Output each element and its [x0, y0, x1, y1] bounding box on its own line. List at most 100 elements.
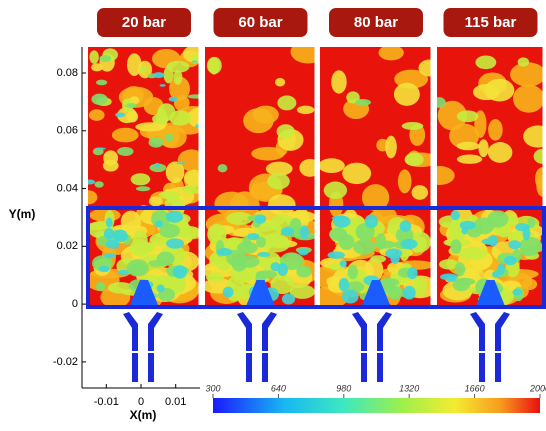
- panel: [205, 47, 316, 305]
- blob: [135, 122, 166, 132]
- blob: [117, 146, 134, 157]
- blob: [352, 239, 376, 255]
- blob: [446, 276, 456, 283]
- blob: [450, 239, 462, 254]
- blob: [152, 72, 165, 79]
- blob: [439, 259, 459, 270]
- blob: [519, 237, 542, 255]
- blob: [135, 242, 156, 253]
- blob: [437, 166, 455, 186]
- blob: [267, 173, 290, 190]
- blob: [184, 169, 200, 187]
- blob: [164, 133, 174, 142]
- colorbar: [213, 398, 540, 413]
- colorbar-tick-label: 2000: [529, 383, 546, 393]
- blob: [94, 181, 104, 188]
- blob: [393, 82, 420, 106]
- blob: [289, 284, 316, 299]
- blob: [361, 184, 390, 212]
- blob: [342, 289, 359, 304]
- jet: [362, 280, 390, 305]
- blob: [347, 264, 359, 280]
- blob: [192, 60, 198, 63]
- blob: [533, 148, 544, 164]
- blob: [459, 220, 476, 230]
- blob: [168, 76, 190, 101]
- blob: [88, 109, 105, 121]
- blob: [166, 238, 185, 249]
- y-tick-label: 0.08: [57, 67, 78, 79]
- blob: [510, 62, 544, 87]
- blob: [418, 59, 432, 77]
- panel: [320, 47, 432, 305]
- y-tick-label: 0.04: [57, 182, 78, 194]
- blob: [95, 147, 106, 150]
- y-axis-label: Y(m): [9, 207, 36, 221]
- blob: [387, 286, 404, 300]
- blob: [95, 79, 108, 86]
- blob: [105, 239, 120, 249]
- blob: [103, 253, 116, 259]
- blob: [535, 167, 544, 191]
- blob: [165, 161, 185, 184]
- blob: [154, 162, 160, 169]
- blob: [148, 196, 163, 207]
- jet: [246, 280, 275, 305]
- blob: [177, 149, 200, 171]
- blob: [458, 247, 488, 261]
- blob: [195, 124, 200, 129]
- x-tick-label: 0.01: [165, 396, 186, 408]
- blob: [262, 235, 291, 253]
- blob: [401, 122, 424, 130]
- blob: [257, 251, 271, 257]
- blob: [173, 70, 183, 85]
- blob: [327, 251, 345, 259]
- panel-header-label: 80 bar: [354, 14, 398, 31]
- blob: [456, 154, 483, 164]
- blob: [296, 265, 312, 278]
- blob: [331, 70, 347, 94]
- blob: [497, 228, 511, 238]
- blob: [154, 275, 171, 286]
- blob: [331, 215, 349, 221]
- blob: [222, 286, 234, 298]
- blob: [404, 152, 424, 167]
- blob: [461, 226, 468, 235]
- blob: [166, 210, 184, 223]
- injector: [123, 312, 163, 382]
- panel-header-label: 115 bar: [465, 14, 517, 31]
- blob: [217, 164, 228, 173]
- blob: [450, 210, 460, 221]
- blob: [270, 262, 281, 272]
- blob: [207, 223, 227, 245]
- x-tick-label: 0: [138, 396, 144, 408]
- blob: [437, 100, 467, 131]
- colorbar-tick-label: 1660: [465, 383, 485, 393]
- blob: [497, 263, 505, 275]
- blob: [411, 185, 429, 200]
- blob: [88, 190, 98, 205]
- blob: [475, 55, 497, 70]
- blob: [517, 57, 530, 67]
- highlight-box: [86, 206, 546, 309]
- blob: [355, 98, 371, 106]
- blob: [371, 206, 397, 224]
- blob: [281, 293, 296, 305]
- blob: [523, 125, 544, 148]
- blob: [290, 47, 316, 64]
- blob: [243, 108, 274, 134]
- blob: [115, 112, 126, 118]
- blob: [117, 107, 137, 124]
- blob: [512, 84, 544, 113]
- blob: [298, 248, 309, 256]
- blob: [484, 78, 515, 102]
- blob: [111, 127, 139, 143]
- blob: [236, 241, 258, 254]
- y-tick-label: 0.02: [57, 240, 78, 252]
- blob: [152, 113, 169, 125]
- blob: [265, 161, 293, 176]
- blob: [130, 263, 140, 274]
- y-tick-label: -0.02: [53, 356, 78, 368]
- colorbar-tick-label: 300: [205, 383, 220, 393]
- blob: [117, 269, 130, 275]
